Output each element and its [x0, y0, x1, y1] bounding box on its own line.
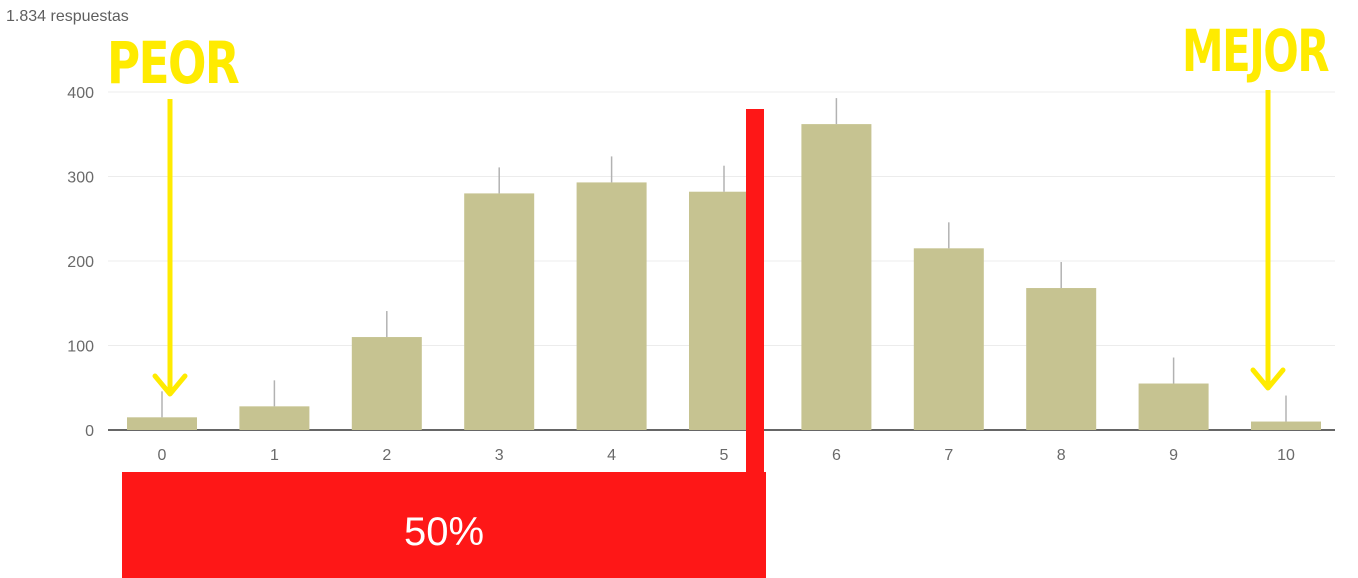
bar	[576, 182, 647, 430]
x-tick-label: 2	[382, 447, 391, 464]
arrow-head	[1250, 367, 1286, 391]
x-tick-label: 9	[1169, 447, 1178, 464]
bar	[127, 417, 197, 430]
x-tick-label: 8	[1057, 447, 1066, 464]
half-label: 50%	[403, 509, 485, 554]
best-label: MEJOR	[1182, 17, 1330, 85]
half-marker-line	[746, 109, 764, 473]
half-marker-box: 50%	[122, 472, 766, 578]
y-tick-label: 400	[67, 85, 94, 102]
y-tick-label: 100	[67, 339, 94, 356]
bar	[464, 193, 535, 430]
worst-label: PEOR	[107, 29, 240, 97]
bar	[801, 124, 872, 431]
x-tick-label: 4	[607, 447, 616, 464]
x-tick-label: 6	[832, 447, 841, 464]
bar	[913, 248, 984, 430]
y-tick-label: 200	[67, 254, 94, 271]
x-tick-label: 5	[720, 447, 729, 464]
bar	[1138, 383, 1209, 430]
x-tick-label: 7	[944, 447, 953, 464]
y-tick-label: 300	[67, 170, 94, 187]
x-tick-label: 3	[495, 447, 504, 464]
x-tick-label: 0	[158, 447, 167, 464]
y-tick-label: 0	[85, 423, 94, 440]
x-tick-label: 1	[270, 447, 279, 464]
bar	[239, 406, 310, 430]
bar	[1026, 288, 1097, 430]
bar	[1251, 421, 1321, 430]
arrow-head	[152, 373, 188, 397]
x-tick-label: 10	[1277, 447, 1295, 464]
responses-count: 1.834 respuestas	[6, 8, 129, 25]
bar	[351, 337, 422, 430]
